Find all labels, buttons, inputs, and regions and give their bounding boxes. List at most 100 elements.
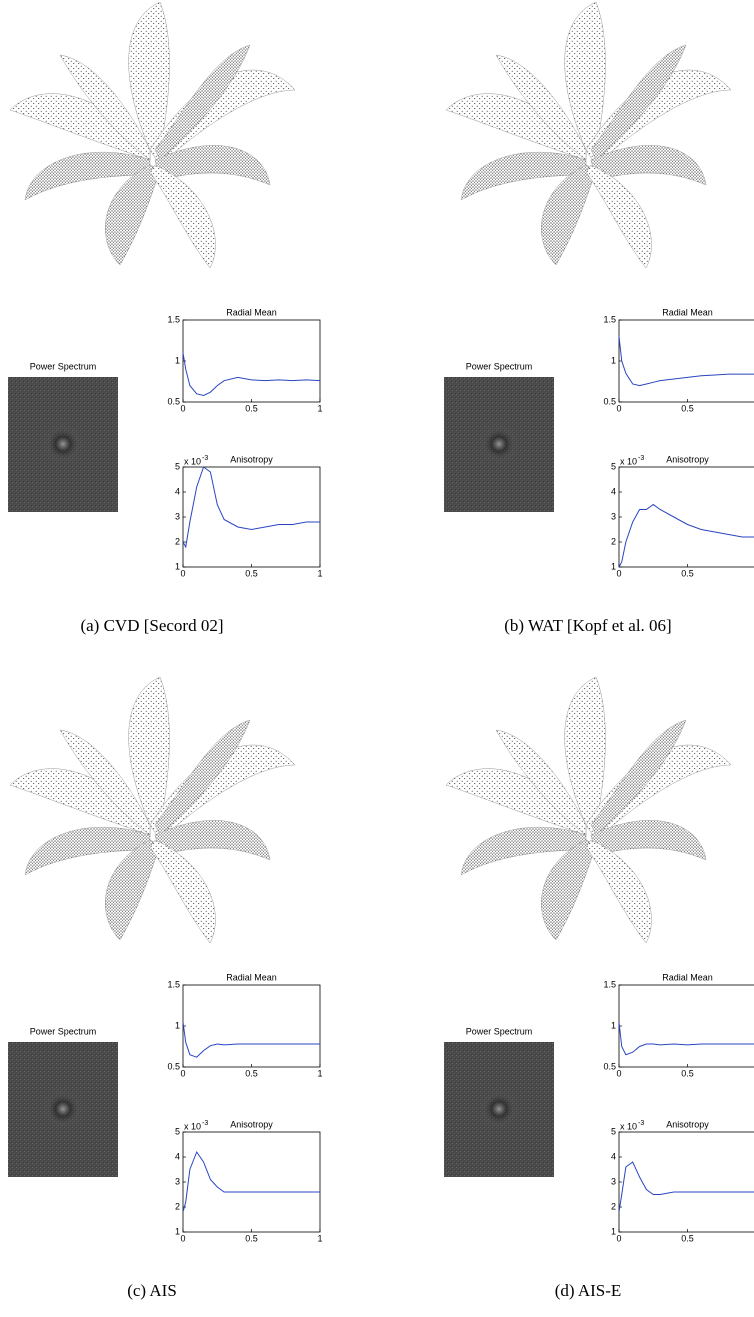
plot-frame	[182, 1131, 321, 1233]
x-tick-label: 0	[180, 1068, 185, 1078]
y-tick-label: 3	[175, 1176, 180, 1186]
plot-frame	[618, 984, 754, 1068]
power-spectrum-image	[444, 1042, 554, 1177]
y-tick-label: 2	[611, 536, 616, 546]
spectrum-title: Power Spectrum	[30, 361, 97, 371]
chart-title: Anisotropy	[666, 454, 709, 464]
y-scale-exponent: -3	[202, 1120, 208, 1127]
y-tick-label: 0.5	[167, 1061, 180, 1071]
y-scale-base: x 10	[184, 456, 201, 466]
y-tick-label: 4	[611, 1151, 616, 1161]
y-tick-label: 0.5	[167, 396, 180, 406]
y-tick-label: 4	[175, 1151, 180, 1161]
spectrum-title: Power Spectrum	[30, 1026, 97, 1036]
chart-title: Radial Mean	[662, 307, 713, 317]
x-tick-label: 0.5	[681, 1068, 694, 1078]
y-tick-label: 2	[611, 1201, 616, 1211]
x-tick-label: 0.5	[681, 568, 694, 578]
y-tick-label: 5	[175, 461, 180, 471]
y-tick-label: 1.5	[603, 979, 616, 989]
y-tick-label: 1	[611, 355, 616, 365]
y-scale-base: x 10	[620, 1121, 637, 1131]
y-tick-label: 1	[611, 561, 616, 571]
x-tick-label: 0.5	[681, 1233, 694, 1243]
spectrum-title: Power Spectrum	[466, 361, 533, 371]
y-tick-label: 1	[175, 1226, 180, 1236]
y-tick-label: 0.5	[603, 1061, 616, 1071]
y-scale-exponent: -3	[202, 455, 208, 462]
y-scale-base: x 10	[620, 456, 637, 466]
y-tick-label: 1	[611, 1226, 616, 1236]
y-tick-label: 1.5	[167, 314, 180, 324]
y-tick-label: 5	[611, 461, 616, 471]
data-line	[618, 503, 754, 568]
x-tick-label: 0	[180, 568, 185, 578]
plant-image	[9, 676, 296, 944]
data-line	[618, 336, 754, 387]
caption: (a) CVD [Secord 02]	[80, 616, 223, 635]
y-tick-label: 4	[611, 486, 616, 496]
plant-image	[445, 1, 732, 269]
x-tick-label: 1	[317, 403, 322, 413]
chart-title: Radial Mean	[662, 972, 713, 982]
x-tick-label: 0	[180, 1233, 185, 1243]
x-tick-label: 0.5	[245, 1068, 258, 1078]
x-tick-label: 1	[317, 1233, 322, 1243]
y-tick-label: 0.5	[603, 396, 616, 406]
y-tick-label: 1.5	[167, 979, 180, 989]
plant-image	[445, 676, 732, 944]
y-tick-label: 1	[175, 561, 180, 571]
data-line	[182, 1021, 320, 1058]
y-tick-label: 5	[611, 1126, 616, 1136]
plot-frame	[182, 319, 321, 403]
data-line	[618, 1021, 754, 1056]
y-tick-label: 2	[175, 1201, 180, 1211]
data-line	[618, 1161, 754, 1213]
chart-title: Anisotropy	[230, 454, 273, 464]
x-tick-label: 0	[616, 1233, 621, 1243]
spectrum-title: Power Spectrum	[466, 1026, 533, 1036]
y-tick-label: 3	[611, 1176, 616, 1186]
chart-title: Radial Mean	[226, 307, 277, 317]
plant-image	[9, 1, 296, 269]
y-tick-label: 1	[611, 1020, 616, 1030]
power-spectrum-image	[8, 1042, 118, 1177]
x-tick-label: 0.5	[681, 403, 694, 413]
x-tick-label: 0	[616, 568, 621, 578]
y-tick-label: 5	[175, 1126, 180, 1136]
power-spectrum-image	[444, 377, 554, 512]
plot-frame	[182, 466, 321, 568]
caption: (c) AIS	[127, 1281, 177, 1300]
y-scale-exponent: -3	[638, 1120, 644, 1127]
x-tick-label: 0	[616, 403, 621, 413]
x-tick-label: 0	[180, 403, 185, 413]
plot-frame	[618, 1131, 754, 1233]
chart-title: Radial Mean	[226, 972, 277, 982]
caption: (b) WAT [Kopf et al. 06]	[504, 616, 671, 635]
plot-frame	[618, 319, 754, 403]
y-tick-label: 3	[175, 511, 180, 521]
chart-title: Anisotropy	[666, 1119, 709, 1129]
y-tick-label: 2	[175, 536, 180, 546]
plot-frame	[182, 984, 321, 1068]
power-spectrum-image	[8, 377, 118, 512]
y-tick-label: 1.5	[603, 314, 616, 324]
y-tick-label: 1	[175, 355, 180, 365]
plot-frame	[618, 466, 754, 568]
y-tick-label: 4	[175, 486, 180, 496]
x-tick-label: 1	[317, 1068, 322, 1078]
data-line	[182, 352, 321, 396]
x-tick-label: 0	[616, 1068, 621, 1078]
x-tick-label: 1	[317, 568, 322, 578]
x-tick-label: 0.5	[245, 568, 258, 578]
y-scale-base: x 10	[184, 1121, 201, 1131]
x-tick-label: 0.5	[245, 403, 258, 413]
caption: (d) AIS-E	[555, 1281, 622, 1300]
data-line	[182, 1150, 320, 1213]
y-tick-label: 1	[175, 1020, 180, 1030]
chart-title: Anisotropy	[230, 1119, 273, 1129]
y-tick-label: 3	[611, 511, 616, 521]
data-line	[182, 466, 320, 549]
x-tick-label: 0.5	[245, 1233, 258, 1243]
